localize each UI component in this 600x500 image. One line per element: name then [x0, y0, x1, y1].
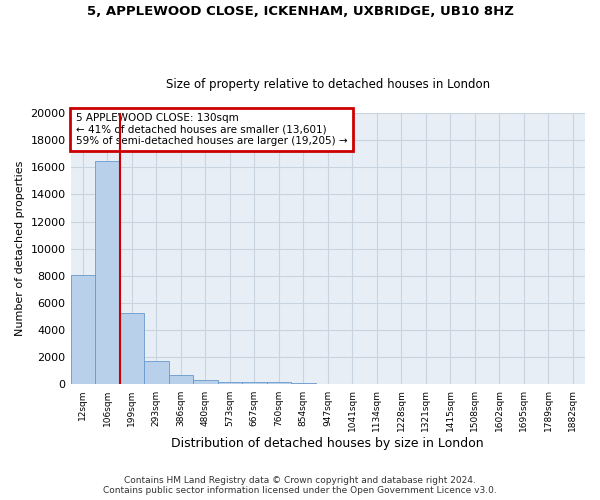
Text: Contains HM Land Registry data © Crown copyright and database right 2024.
Contai: Contains HM Land Registry data © Crown c…: [103, 476, 497, 495]
Bar: [266, 382, 291, 384]
Text: 5, APPLEWOOD CLOSE, ICKENHAM, UXBRIDGE, UB10 8HZ: 5, APPLEWOOD CLOSE, ICKENHAM, UXBRIDGE, …: [86, 5, 514, 18]
Bar: [95, 160, 119, 384]
Bar: [71, 275, 95, 384]
Bar: [291, 382, 316, 384]
X-axis label: Distribution of detached houses by size in London: Distribution of detached houses by size …: [172, 437, 484, 450]
Y-axis label: Number of detached properties: Number of detached properties: [15, 161, 25, 336]
Title: Size of property relative to detached houses in London: Size of property relative to detached ho…: [166, 78, 490, 91]
Bar: [218, 382, 242, 384]
Bar: [193, 380, 218, 384]
Bar: [242, 382, 266, 384]
Bar: [144, 360, 169, 384]
Text: 5 APPLEWOOD CLOSE: 130sqm
← 41% of detached houses are smaller (13,601)
59% of s: 5 APPLEWOOD CLOSE: 130sqm ← 41% of detac…: [76, 113, 347, 146]
Bar: [119, 312, 144, 384]
Bar: [169, 375, 193, 384]
